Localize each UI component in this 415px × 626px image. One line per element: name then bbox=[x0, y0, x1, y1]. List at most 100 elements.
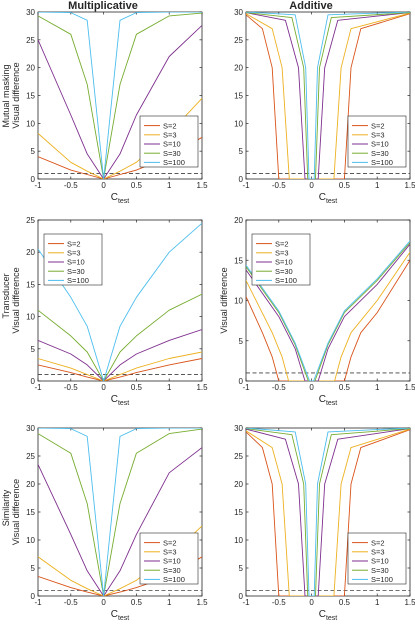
legend-label: S=30 bbox=[371, 149, 389, 158]
y-tick-label: 25 bbox=[26, 36, 35, 45]
x-tick-label: -1 bbox=[242, 383, 250, 392]
legend-label: S=3 bbox=[67, 249, 81, 258]
y-tick-label: 10 bbox=[26, 536, 35, 545]
y-tick-label: 25 bbox=[234, 452, 243, 461]
y-tick-label: 10 bbox=[26, 313, 35, 322]
y-tick-label: 30 bbox=[26, 424, 35, 433]
y-tick-label: 5 bbox=[239, 147, 244, 156]
y-tick-label: 25 bbox=[234, 36, 243, 45]
y-tick-label: 15 bbox=[26, 508, 35, 517]
series-line-s-30 bbox=[246, 12, 410, 179]
legend-label: S=10 bbox=[371, 140, 389, 149]
y-tick-label: 5 bbox=[31, 345, 36, 354]
x-tick-label: 1.5 bbox=[404, 598, 415, 607]
legend-label: S=30 bbox=[67, 267, 85, 276]
legend-label: S=100 bbox=[67, 276, 89, 285]
y-tick-label: 20 bbox=[234, 64, 243, 73]
x-tick-label: -0.5 bbox=[272, 598, 286, 607]
x-tick-label: -0.5 bbox=[272, 181, 286, 190]
legend: S=2S=3S=10S=30S=100 bbox=[251, 233, 311, 286]
y-tick-label: 30 bbox=[26, 8, 35, 17]
legend-label: S=3 bbox=[371, 548, 385, 557]
series-line-s-10 bbox=[38, 25, 202, 179]
x-tick-label: -0.5 bbox=[64, 383, 78, 392]
series-line-s-3 bbox=[246, 251, 410, 381]
y-tick-label: 10 bbox=[234, 536, 243, 545]
legend-label: S=10 bbox=[371, 557, 389, 566]
y-tick-label: 5 bbox=[239, 564, 244, 573]
x-tick-label: 1.5 bbox=[404, 383, 415, 392]
series-line-s-10 bbox=[246, 428, 410, 596]
legend-box bbox=[139, 532, 199, 585]
series-line-s-30 bbox=[38, 293, 202, 381]
legend-box bbox=[251, 233, 311, 286]
y-tick-label: 10 bbox=[26, 119, 35, 128]
y-tick-label: 25 bbox=[26, 452, 35, 461]
legend-label: S=2 bbox=[371, 121, 385, 130]
legend: S=2S=3S=10S=30S=100 bbox=[347, 115, 407, 168]
panel-4: -1 -0.5 0 0.5 1 1.5 0 5 10 15 20 Ctest Visual differ… bbox=[219, 216, 415, 407]
y-tick-label: 15 bbox=[26, 280, 35, 289]
x-tick-label: 0 bbox=[309, 383, 314, 392]
x-tick-label: 1 bbox=[375, 383, 380, 392]
legend-box bbox=[139, 115, 199, 168]
series-line-s-100 bbox=[38, 428, 202, 596]
series-line-s-10 bbox=[38, 329, 202, 381]
y-tick-label: 0 bbox=[31, 175, 36, 184]
x-tick-label: 1 bbox=[375, 181, 380, 190]
y-tick-label: 15 bbox=[234, 92, 243, 101]
x-tick-label: -0.5 bbox=[64, 598, 78, 607]
y-tick-label: 20 bbox=[26, 480, 35, 489]
y-axis-label: Visual difference bbox=[219, 267, 229, 333]
legend-label: S=2 bbox=[275, 239, 289, 248]
x-axis-label-subscript: test bbox=[118, 198, 129, 205]
x-tick-label: -1 bbox=[242, 598, 250, 607]
series-line-s-3 bbox=[246, 428, 410, 596]
y-tick-label: 0 bbox=[239, 175, 244, 184]
panel-1: -1 -0.5 0 0.5 1 1.5 0 5 10 15 20 25 30 Ctest Visual di… bbox=[11, 8, 208, 205]
x-tick-label: 0.5 bbox=[339, 598, 351, 607]
series-line-s-30 bbox=[38, 428, 202, 596]
row-label-similarity: Similarity bbox=[1, 489, 11, 526]
legend-label: S=3 bbox=[163, 548, 177, 557]
x-tick-label: 0.5 bbox=[131, 181, 143, 190]
x-tick-label: 1 bbox=[167, 598, 172, 607]
y-tick-label: 10 bbox=[234, 297, 243, 306]
legend-label: S=10 bbox=[67, 258, 85, 267]
y-tick-label: 5 bbox=[31, 147, 36, 156]
series-line-s-3 bbox=[246, 12, 410, 179]
x-tick-label: 0 bbox=[101, 181, 106, 190]
legend-label: S=100 bbox=[163, 158, 185, 167]
series-line-s-10 bbox=[246, 12, 410, 179]
panel-6: -1 -0.5 0 0.5 1 1.5051015202530CtestS=2S=3S=1… bbox=[234, 424, 415, 622]
x-tick-label: 1 bbox=[167, 383, 172, 392]
legend-box bbox=[347, 115, 407, 168]
x-axis-label-subscript: test bbox=[326, 615, 337, 622]
legend-label: S=10 bbox=[163, 557, 181, 566]
series-group bbox=[246, 12, 410, 179]
series-line-s-100 bbox=[246, 240, 410, 381]
x-tick-label: 0.5 bbox=[131, 598, 143, 607]
legend-label: S=10 bbox=[275, 258, 293, 267]
legend-label: S=30 bbox=[371, 566, 389, 575]
legend: S=2S=3S=10S=30S=100 bbox=[139, 532, 199, 585]
x-tick-label: -0.5 bbox=[64, 181, 78, 190]
series-group bbox=[246, 428, 410, 596]
legend-label: S=30 bbox=[163, 566, 181, 575]
x-tick-label: 1 bbox=[167, 181, 172, 190]
x-tick-label: 1.5 bbox=[404, 181, 415, 190]
x-axis-label: Ctest bbox=[111, 609, 130, 622]
x-tick-label: 1 bbox=[375, 598, 380, 607]
x-tick-label: 0 bbox=[101, 383, 106, 392]
y-axis-label: Visual difference bbox=[11, 62, 21, 128]
y-tick-label: 20 bbox=[26, 64, 35, 73]
x-tick-label: 0.5 bbox=[339, 181, 351, 190]
legend-label: S=2 bbox=[163, 121, 177, 130]
y-tick-label: 20 bbox=[26, 248, 35, 257]
y-axis-label: Visual difference bbox=[11, 267, 21, 333]
x-axis-label-subscript: test bbox=[118, 400, 129, 407]
x-tick-label: 0.5 bbox=[131, 383, 143, 392]
x-axis-label: Ctest bbox=[319, 609, 338, 622]
x-tick-label: 0 bbox=[309, 181, 314, 190]
y-tick-label: 15 bbox=[234, 508, 243, 517]
